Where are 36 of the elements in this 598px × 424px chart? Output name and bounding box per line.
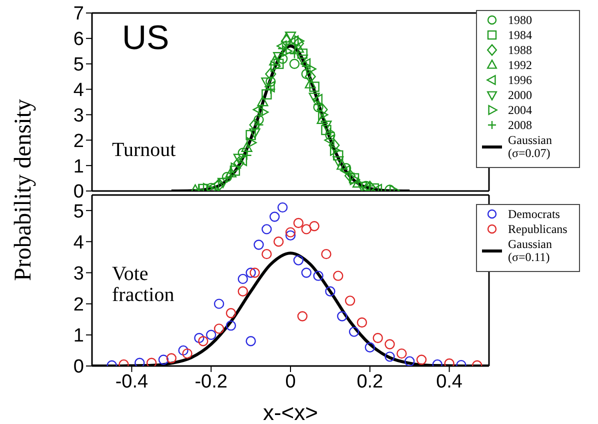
y-tick-label: 5 [73,54,84,76]
legend-label: 1988 [508,43,532,57]
x-tick-label: 0.2 [356,371,384,392]
legend-label: Gaussian (σ=0.07) [508,133,552,160]
annotation: US [122,19,170,57]
legend-label: 1992 [508,58,532,72]
y-tick-label: 2 [73,294,84,316]
x-tick-label: 0 [285,371,296,392]
legend-label: Gaussian (σ=0.11) [508,237,552,264]
legend-label: 2000 [508,88,532,102]
y-tick-label: 5 [73,201,84,222]
y-tick-label: 7 [73,4,84,25]
legend-label: 1996 [508,73,532,87]
y-tick-label: 1 [73,326,84,347]
legend-label: 1980 [508,13,532,27]
x-tick-label: 0.4 [436,371,463,392]
y-tick-label: 0 [73,356,84,378]
y-axis-title: Probability density [10,99,38,281]
y-tick-label: 4 [73,80,84,102]
y-tick-label: 2 [73,130,84,152]
y-tick-label: 3 [73,105,84,126]
annotation: Turnout [112,139,176,161]
legend-label: Democrats [508,207,560,221]
annotation: Vote fraction [112,263,174,306]
x-tick-label: -0.2 [194,371,228,392]
y-tick-label: 6 [73,29,84,50]
y-tick-label: 0 [73,182,84,203]
y-tick-label: 4 [73,232,84,254]
x-tick-label: -0.4 [115,371,148,392]
legend-label: 2008 [508,118,532,132]
y-tick-label: 3 [73,263,84,284]
x-axis-title: x-<x> [262,400,318,424]
y-tick-label: 1 [73,156,84,178]
legend-label: Republicans [508,222,568,236]
legend-label: 2004 [508,103,532,117]
legend-label: 1984 [508,28,532,42]
